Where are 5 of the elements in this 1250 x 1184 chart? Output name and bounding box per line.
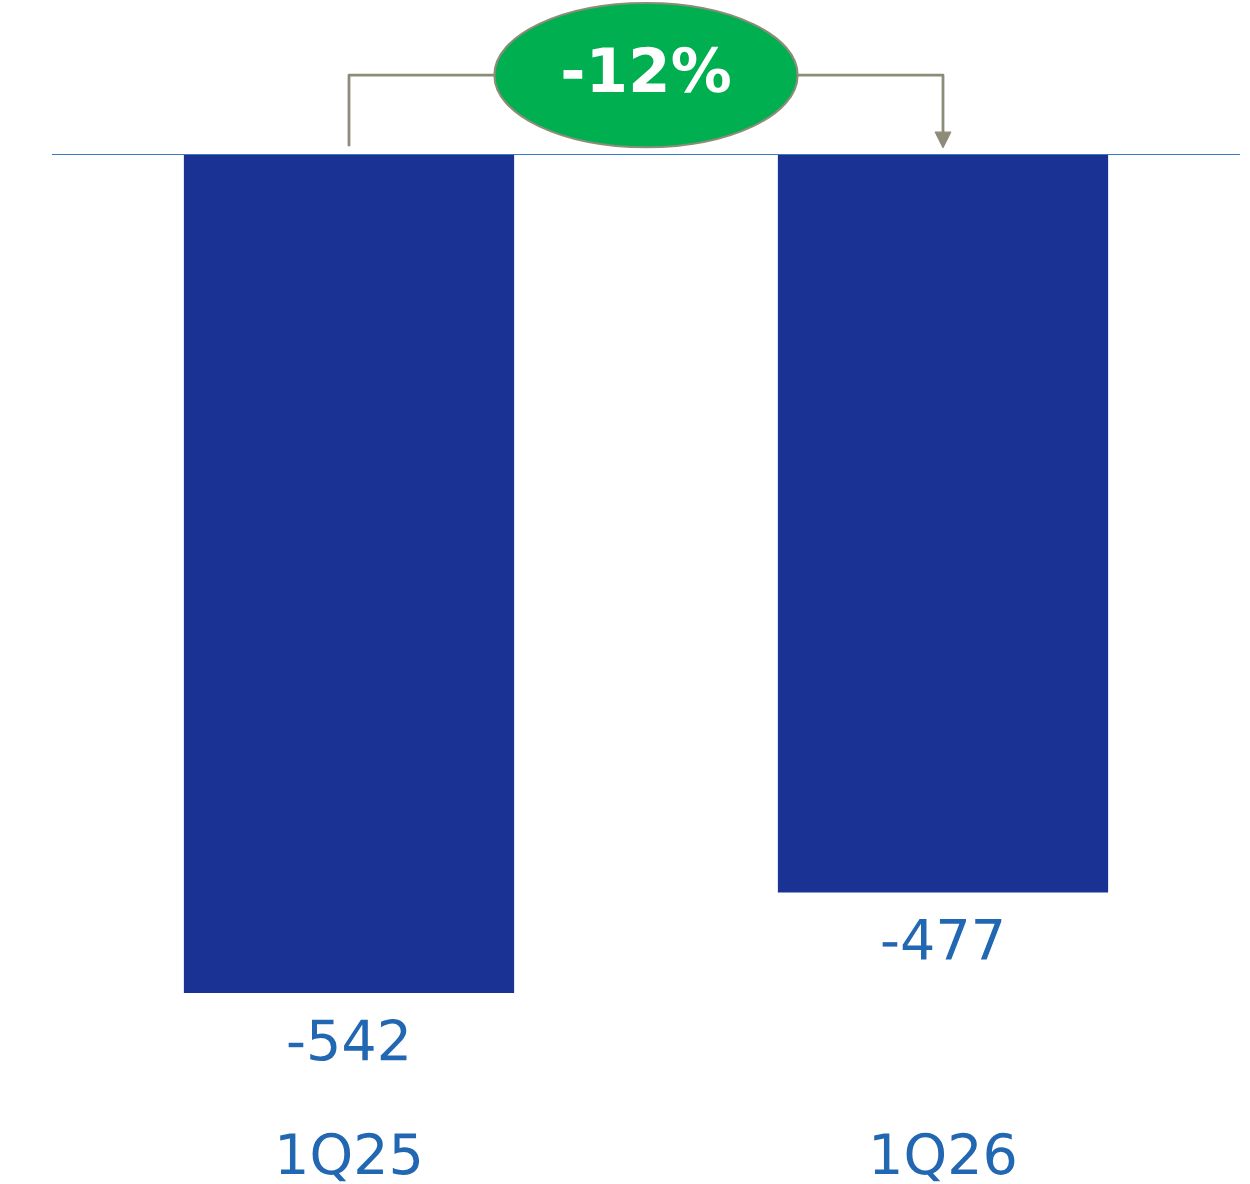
text: -12% <box>563 46 730 93</box>
x-tick-label: 1Q25 <box>280 1132 420 1182</box>
x-tick-label: 1Q26 <box>874 1132 1015 1182</box>
data-label: -477 <box>882 919 1002 960</box>
data-label: -542 <box>288 1018 407 1061</box>
